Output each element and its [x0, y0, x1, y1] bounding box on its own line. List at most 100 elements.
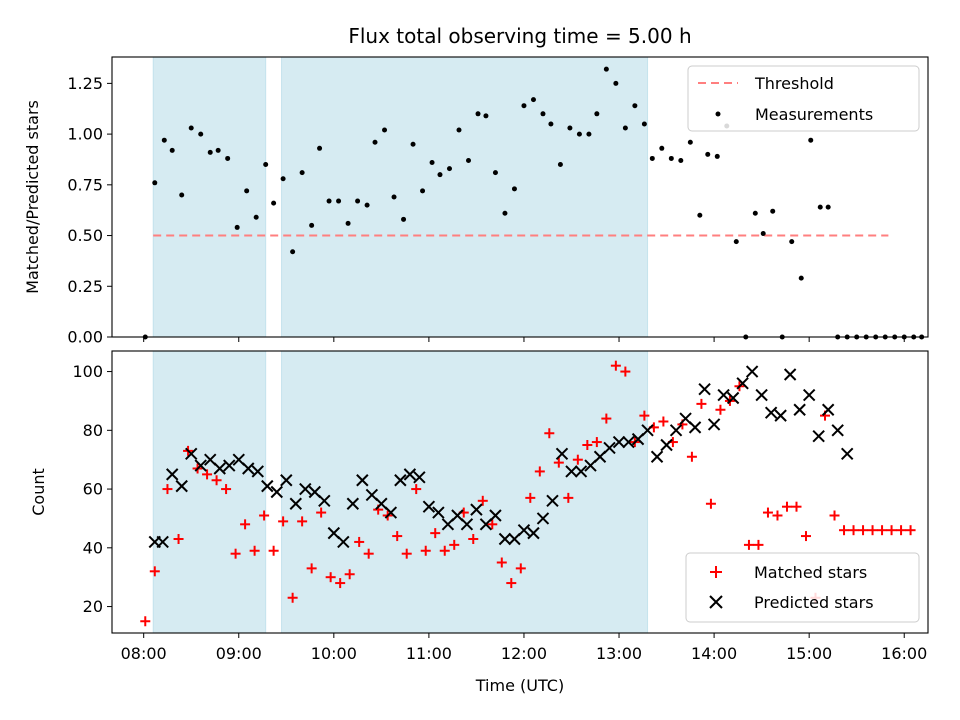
predicted-star-point — [840, 447, 854, 461]
predicted-star-point — [821, 403, 835, 416]
measurement-point — [678, 157, 684, 163]
matched-star-point — [848, 525, 859, 536]
measurement-point — [401, 216, 407, 222]
measurement-point — [649, 155, 655, 161]
top-legend-box — [687, 65, 920, 132]
predicted-star-point — [565, 465, 578, 478]
predicted-star-point — [289, 497, 303, 510]
matched-star-point — [240, 519, 251, 530]
matched-star-point — [639, 410, 650, 421]
measurement-point — [420, 188, 426, 194]
bottom-shaded-intervals — [152, 350, 649, 634]
bottom-x-axis-ticks: 08:00 09:00 10:00 11:00 12:00 13:00 14:00 15:00… — [121, 633, 927, 663]
predicted-star-point — [175, 479, 188, 493]
matched-star-point — [249, 545, 260, 556]
matched-star-point — [173, 534, 184, 544]
predicted-star-point — [546, 494, 559, 508]
matched-star-point — [705, 498, 716, 509]
predicted-star-point — [470, 503, 483, 516]
predicted-star-point — [688, 421, 702, 434]
measurement-point — [668, 155, 674, 161]
predicted-star-point — [394, 474, 407, 487]
measurement-point — [659, 145, 665, 151]
matched-star-point — [781, 501, 792, 512]
matched-star-point — [515, 563, 526, 574]
predicted-star-point — [669, 424, 683, 437]
predicted-star-point — [574, 465, 588, 478]
predicted-star-point — [802, 388, 816, 402]
measurement-point — [586, 131, 592, 137]
predicted-star-point — [774, 409, 787, 422]
predicted-star-point — [707, 418, 721, 431]
predicted-star-point — [726, 391, 740, 405]
measurement-point — [429, 160, 435, 166]
measurement-point — [456, 127, 462, 133]
x-tick-label: 14:00 — [691, 644, 737, 663]
matched-star-point — [591, 437, 602, 448]
top-y-tick-label: 0.25 — [67, 277, 103, 296]
measurement-point — [825, 204, 831, 210]
matched-star-point — [582, 440, 593, 450]
predicted-star-point — [717, 388, 730, 402]
matched-star-point — [344, 569, 355, 580]
matched-star-point — [221, 484, 232, 495]
predicted-star-point — [793, 403, 806, 416]
predicted-star-point — [650, 450, 664, 463]
matched-star-point — [140, 616, 151, 627]
measurement-point — [530, 97, 536, 103]
matched-star-point — [791, 501, 802, 512]
matched-star-point — [449, 539, 460, 550]
measurement-point — [752, 210, 758, 216]
measurement-point — [188, 125, 194, 131]
matched-star-point — [468, 534, 479, 544]
predicted-star-point — [764, 406, 778, 419]
matched-star-point — [230, 548, 241, 559]
measurement-point — [263, 162, 269, 168]
predicted-star-point — [489, 509, 502, 522]
matched-star-point — [686, 451, 697, 462]
measurement-point — [271, 200, 277, 206]
measurement-point — [705, 151, 711, 157]
top-plot-panel: 0.00 0.25 0.50 0.75 1.00 1.25 Matched/Predict… — [23, 56, 929, 347]
top-legend: Threshold Measurements — [687, 65, 920, 132]
matched-star-point — [753, 539, 764, 550]
top-y-tick-label: 0.75 — [67, 175, 103, 194]
predicted-star-point — [242, 462, 255, 475]
measurements-legend-label: Measurements — [755, 105, 873, 124]
measurement-point — [280, 176, 286, 182]
measurement-point — [557, 162, 563, 168]
measurement-point — [372, 139, 378, 145]
measurement-point — [687, 139, 693, 145]
top-y-tick-label: 1.25 — [67, 74, 103, 93]
predicted-star-point — [831, 424, 844, 437]
measurement-point — [475, 111, 481, 117]
predicted-star-point — [422, 500, 436, 513]
matched-star-point — [477, 495, 488, 506]
x-tick-label: 11:00 — [406, 644, 452, 663]
matched-star-point — [525, 492, 536, 503]
predicted-star-point — [166, 468, 179, 481]
measurement-point — [179, 192, 185, 198]
matched-star-point — [534, 466, 545, 477]
predicted-star-point — [299, 482, 312, 496]
measurement-point — [789, 239, 795, 245]
predicted-star-point — [213, 462, 226, 475]
predicted-star-point — [413, 471, 426, 484]
bottom-y-axis-label: Count — [29, 468, 48, 516]
matched-star-point — [354, 536, 365, 547]
measurement-point — [817, 204, 823, 210]
predicted-star-point — [736, 377, 749, 390]
predicted-star-point — [194, 459, 207, 472]
matched-star-point — [411, 484, 422, 495]
threshold-legend-label: Threshold — [754, 74, 834, 93]
matched-star-point — [202, 469, 213, 480]
predicted-star-point — [270, 485, 283, 499]
matched-star-point — [896, 525, 907, 536]
matched-star-point — [506, 578, 517, 589]
matched-legend-swatch — [710, 566, 722, 578]
matched-star-point — [553, 457, 564, 468]
matched-star-point — [743, 539, 754, 550]
measurement-point — [466, 157, 472, 163]
matched-star-point — [335, 578, 346, 589]
